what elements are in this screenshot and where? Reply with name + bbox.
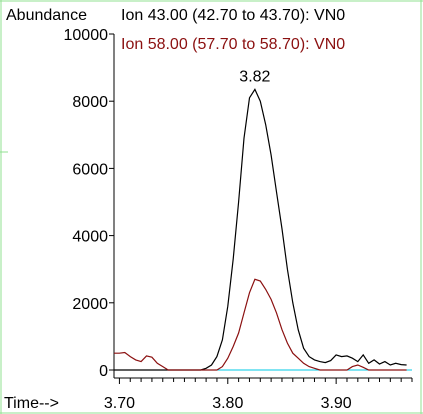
peak-label: 3.82: [239, 68, 270, 85]
y-tick-label: 6000: [72, 161, 108, 178]
y-tick-label: 4000: [72, 229, 108, 246]
y-tick-label: 2000: [72, 296, 108, 313]
y-axis-label: Abundance: [6, 7, 87, 24]
y-tick-label: 0: [99, 363, 108, 380]
y-tick-label: 10000: [64, 27, 109, 44]
y-ticks: 0 2000 4000 6000 8000 10000: [64, 27, 115, 380]
legend-entry-ion-43: Ion 43.00 (42.70 to 43.70): VN0: [121, 7, 345, 24]
x-ticks: 3.70 3.80 3.90: [104, 378, 412, 412]
legend-entry-ion-58: Ion 58.00 (57.70 to 58.70): VN0: [121, 36, 345, 53]
series-line-ion-43: [114, 89, 407, 370]
x-tick-label: 3.70: [104, 395, 135, 412]
y-tick-label: 8000: [72, 94, 108, 111]
x-axis-label: Time-->: [4, 395, 59, 412]
x-tick-label: 3.80: [212, 395, 243, 412]
x-tick-label: 3.90: [321, 395, 352, 412]
